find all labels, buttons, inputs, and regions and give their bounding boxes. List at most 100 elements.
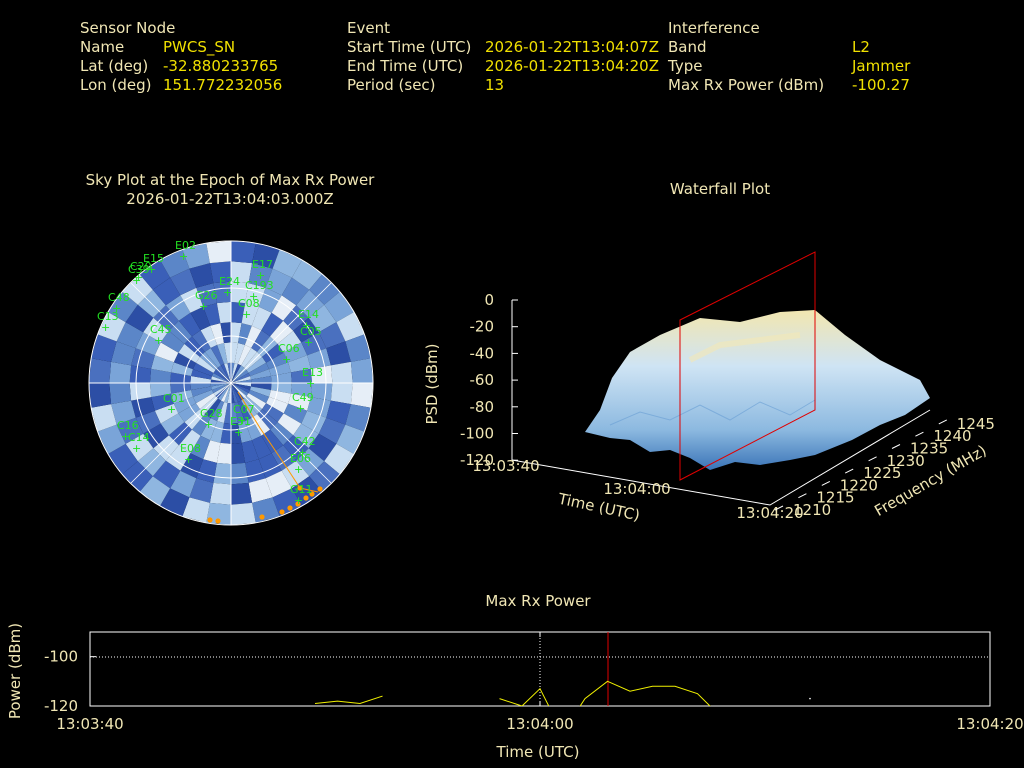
- sky-cell: [281, 460, 310, 489]
- satellite-label: E02: [175, 239, 196, 252]
- sky-cell: [224, 383, 231, 403]
- sky-cell: [248, 362, 270, 377]
- sky-cell: [261, 312, 284, 337]
- sky-plot: E02+E15+C39+C20+C48+C13+E17+E24+C193+G26…: [88, 239, 374, 526]
- waterfall-surface: [585, 310, 930, 470]
- waterfall-z-tick-label: -80: [470, 398, 495, 416]
- satellite-label: G26: [195, 289, 218, 302]
- sky-cell: [125, 304, 154, 333]
- sky-cell: [308, 304, 337, 333]
- satellite-marker: +: [112, 302, 121, 315]
- event-end-value: 2026-01-22T13:04:20Z: [485, 57, 659, 75]
- sky-cell: [129, 365, 152, 383]
- sky-cell: [318, 322, 346, 349]
- sky-cell: [154, 403, 179, 424]
- sky-cell: [241, 440, 259, 463]
- satellite-marker: +: [294, 494, 303, 507]
- satellite-marker: +: [132, 274, 141, 287]
- waterfall-y-tick-label: 1215: [816, 489, 854, 507]
- sky-cell: [204, 398, 221, 419]
- waterfall-y-tick-label: 1245: [957, 415, 995, 433]
- sky-cell: [89, 383, 112, 408]
- waterfall-plot: 0 -20 -40 -60 -80 -100 -120 PSD (dBm) 13:03:40…: [423, 251, 995, 525]
- sky-cell: [307, 397, 331, 418]
- sky-cell: [310, 365, 333, 383]
- chart-y-label: Power (dBm): [6, 623, 24, 719]
- sky-cell: [224, 363, 231, 383]
- sensor-name-label: Name: [80, 38, 125, 56]
- satellite-label: E14: [298, 308, 319, 321]
- waterfall-y-tick: [821, 480, 831, 486]
- sky-cell: [178, 403, 200, 423]
- satellite-label: G28: [200, 407, 223, 420]
- satellite-marker: +: [223, 286, 232, 299]
- sensor-lat-value: -32.880233765: [163, 57, 279, 75]
- sky-cell: [213, 383, 231, 396]
- sky-cell: [108, 291, 138, 323]
- sky-cell: [210, 379, 231, 383]
- satellite-label: C42: [294, 435, 316, 448]
- sky-cell: [231, 502, 256, 525]
- sky-cell: [178, 343, 200, 363]
- waterfall-z-tick-label: 0: [484, 291, 494, 309]
- sky-cell: [246, 356, 267, 373]
- sky-cell: [318, 417, 346, 444]
- sky-cell: [89, 358, 112, 383]
- sky-orange-point: [295, 501, 301, 507]
- satellite-marker: +: [121, 430, 130, 443]
- sky-cell: [143, 423, 169, 449]
- sky-cell: [288, 355, 311, 373]
- chart-y-tick-label: -120: [44, 697, 78, 715]
- chart-title: Max Rx Power: [485, 592, 591, 610]
- sky-cell: [250, 386, 271, 397]
- waterfall-y-tick-label: 1235: [910, 440, 948, 458]
- sky-cell: [209, 261, 231, 284]
- satellite-marker: +: [134, 271, 143, 284]
- waterfall-y-tick: [844, 468, 854, 474]
- sky-cell: [210, 400, 225, 422]
- sky-cell: [210, 323, 224, 345]
- satellite-label: C13: [97, 310, 119, 323]
- chart-x-label: Time (UTC): [496, 743, 580, 761]
- chart-x-tick-label: 13:03:40: [56, 715, 123, 733]
- waterfall-title: Waterfall Plot: [669, 180, 771, 198]
- satellite-marker: +: [294, 463, 303, 476]
- sky-cell: [271, 295, 297, 321]
- sky-cell: [149, 368, 172, 383]
- sky-cell: [178, 429, 201, 454]
- sky-cell: [211, 372, 231, 383]
- sky-cell: [290, 368, 313, 383]
- waterfall-y-tick-label: 1230: [887, 452, 925, 470]
- sky-cell: [182, 243, 210, 269]
- event-period-label: Period (sec): [347, 76, 436, 94]
- event-end-label: End Time (UTC): [347, 57, 464, 75]
- sky-cell: [251, 330, 271, 352]
- satellite-marker: +: [167, 403, 176, 416]
- max-rx-power-chart: Max Rx Power 13:03:40 13:04:00 13:04:20 -10…: [6, 592, 1024, 761]
- sky-cell: [244, 325, 262, 348]
- satellite-label: C45: [150, 323, 172, 336]
- sky-cell: [252, 497, 280, 523]
- satellite-label: C20: [130, 260, 152, 273]
- sky-cell: [245, 459, 266, 483]
- sky-cell: [231, 362, 235, 383]
- sky-cell: [178, 312, 201, 337]
- sky-cell: [206, 241, 231, 264]
- satellite-marker: +: [199, 300, 208, 313]
- interference-maxrx-label: Max Rx Power (dBm): [668, 76, 825, 94]
- chart-x-tick-label: 13:04:20: [956, 715, 1023, 733]
- sky-cell: [277, 330, 302, 353]
- sky-cell: [213, 370, 231, 383]
- interference-type-value: Jammer: [852, 57, 911, 75]
- satellite-marker: +: [298, 446, 307, 459]
- sky-orange-point: [207, 517, 213, 523]
- sky-cell: [231, 482, 253, 505]
- sky-cell: [237, 344, 252, 366]
- waterfall-y-tick: [915, 431, 924, 437]
- waterfall-z-tick-label: -60: [470, 371, 495, 389]
- satellite-marker: +: [132, 442, 141, 455]
- sky-cell: [173, 396, 196, 414]
- sky-cell: [330, 361, 353, 383]
- waterfall-y-tick-label: 1220: [840, 476, 878, 494]
- sky-cell: [231, 462, 249, 485]
